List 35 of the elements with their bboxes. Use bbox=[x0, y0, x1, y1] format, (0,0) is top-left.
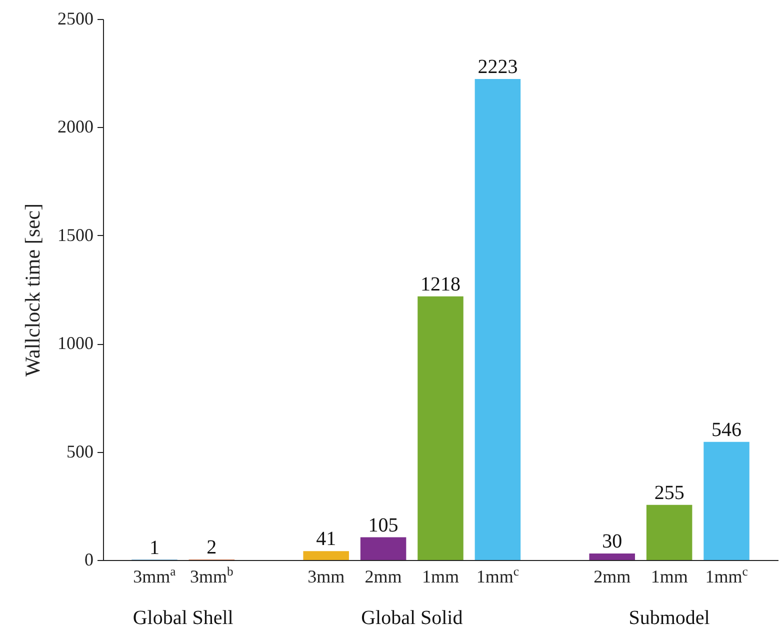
x-tick-label: 3mm$^{b}$ bbox=[190, 564, 234, 586]
y-tick-label: 2000 bbox=[58, 116, 94, 137]
y-tick-label: 1500 bbox=[58, 224, 94, 245]
x-tick-label: 1mm$^{c}$ bbox=[705, 564, 748, 586]
y-axis-title: Wallclock time [sec] bbox=[20, 203, 44, 377]
x-tick-label: 1mm bbox=[650, 566, 688, 586]
data-label: 546 bbox=[712, 418, 742, 441]
data-label: 1 bbox=[149, 536, 160, 559]
y-tick-label: 2500 bbox=[58, 8, 94, 28]
y-tick-label: 1000 bbox=[58, 333, 94, 354]
y-tick-label: 0 bbox=[84, 550, 94, 570]
data-label: 105 bbox=[368, 514, 398, 536]
text: Global Shell bbox=[132, 607, 234, 627]
data-label: 41 bbox=[316, 528, 336, 550]
y-tick-label: 500 bbox=[66, 441, 94, 462]
text: Submodel bbox=[628, 607, 710, 627]
x-tick-label: 2mm bbox=[364, 566, 402, 586]
x-tick-label: 3mm bbox=[308, 566, 345, 586]
bar bbox=[303, 551, 349, 560]
text: Global Solid bbox=[361, 607, 463, 627]
x-tick-label: 1mm bbox=[422, 566, 460, 586]
bar bbox=[646, 504, 692, 560]
data-label: 30 bbox=[602, 530, 622, 553]
bar bbox=[360, 537, 406, 560]
x-tick-label: 1mm$^{c}$ bbox=[476, 564, 520, 586]
bar bbox=[704, 442, 750, 560]
bar bbox=[589, 554, 635, 560]
bar bbox=[418, 296, 464, 560]
data-label: 2 bbox=[206, 536, 217, 559]
x-tick-label: 2mm bbox=[594, 566, 631, 586]
data-label: 255 bbox=[654, 482, 684, 504]
data-label: 1218 bbox=[420, 273, 460, 296]
x-tick-label: 3mm$^{a}$ bbox=[133, 564, 176, 586]
bar bbox=[474, 78, 521, 560]
data-label: 2223 bbox=[478, 56, 518, 78]
